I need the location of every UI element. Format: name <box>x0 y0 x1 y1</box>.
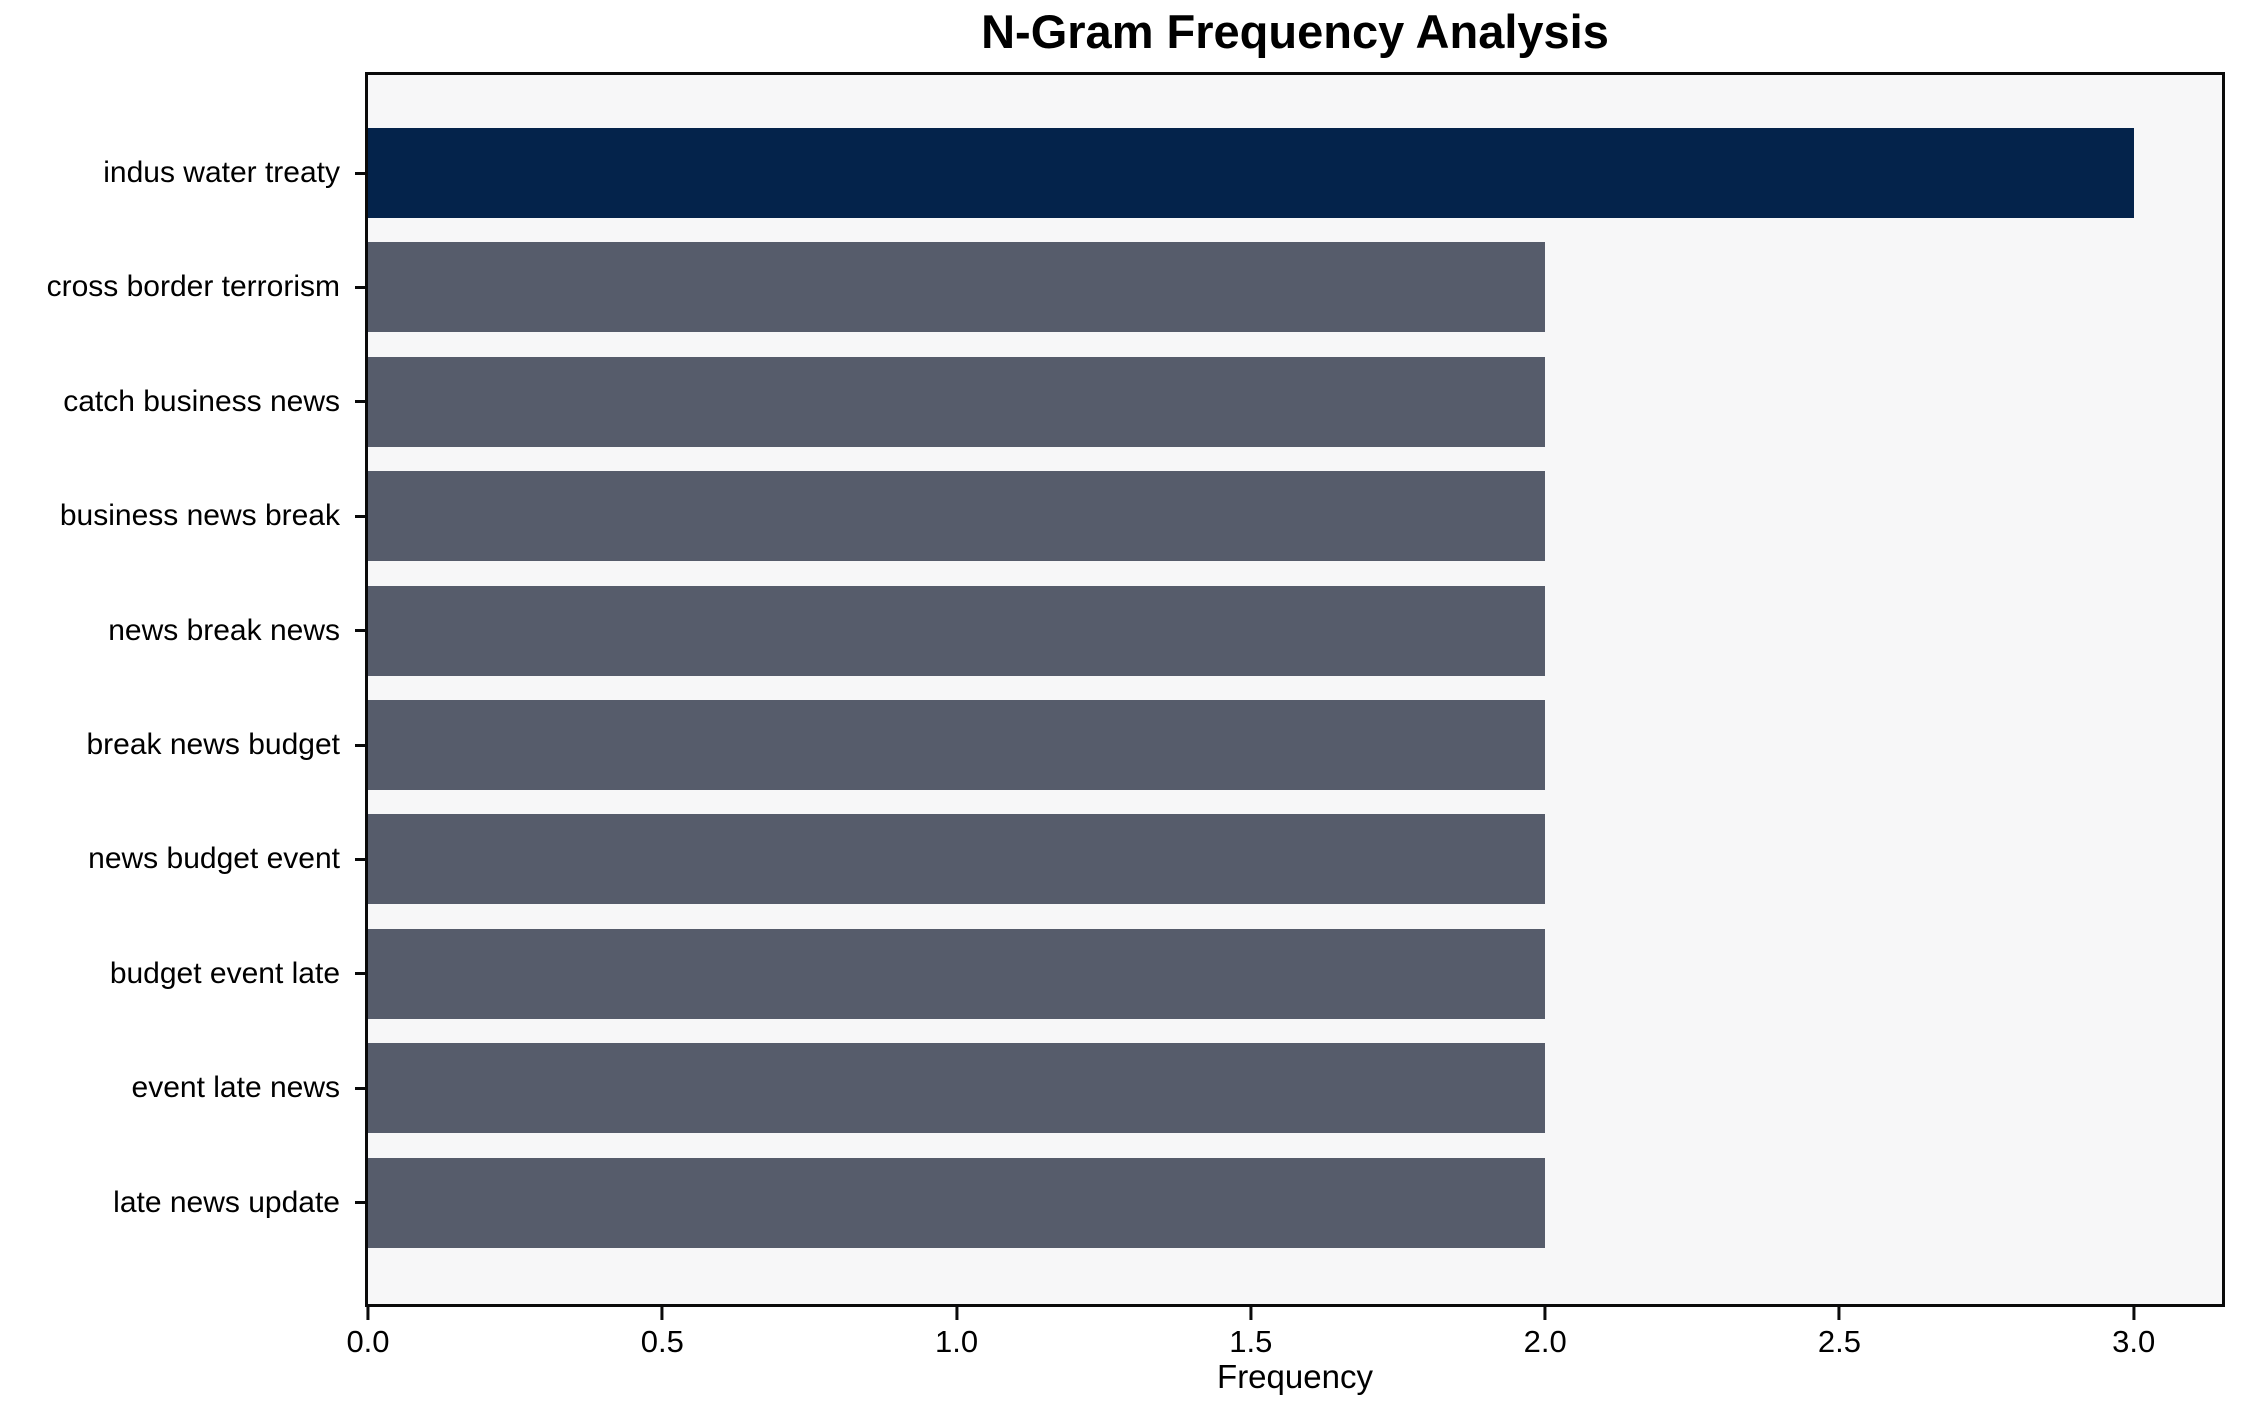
x-tick-label: 0.5 <box>640 1324 684 1359</box>
x-tick: 3.0 <box>2112 1307 2155 1360</box>
plot-area <box>365 72 2225 1307</box>
bar <box>368 356 1546 447</box>
x-tick-mark <box>660 1307 664 1320</box>
y-tick-mark <box>355 400 365 404</box>
chart-title: N-Gram Frequency Analysis <box>981 5 1609 58</box>
bar <box>368 928 1546 1019</box>
y-axis-ticks <box>355 75 365 1304</box>
bar <box>368 1043 1546 1134</box>
x-tick-label: 0.0 <box>346 1324 390 1359</box>
x-tick-mark <box>1249 1307 1253 1320</box>
y-tick-mark <box>355 1201 365 1205</box>
y-tick-mark <box>355 743 365 747</box>
x-tick-mark <box>2132 1307 2136 1320</box>
x-tick-mark <box>1543 1307 1547 1320</box>
x-tick: 0.5 <box>641 1307 684 1360</box>
x-tick: 2.5 <box>1818 1307 1861 1360</box>
x-tick: 1.5 <box>1229 1307 1272 1360</box>
bar <box>368 585 1546 676</box>
y-axis-label: budget event late <box>109 956 340 990</box>
y-axis-label: event late news <box>131 1071 340 1105</box>
y-axis-label: break news budget <box>86 728 340 761</box>
y-tick-mark <box>355 857 365 861</box>
x-tick-label: 1.0 <box>935 1324 979 1359</box>
bar <box>368 814 1546 905</box>
y-tick-mark <box>355 629 365 633</box>
bar <box>368 242 1546 333</box>
bar <box>368 1157 1546 1248</box>
y-axis-label: business news break <box>59 499 340 533</box>
x-tick: 0.0 <box>346 1307 390 1360</box>
x-tick-mark <box>366 1307 370 1320</box>
y-tick-mark <box>355 514 365 518</box>
x-tick-label: 1.5 <box>1229 1324 1273 1359</box>
y-axis-label: news break news <box>108 613 340 647</box>
x-tick-label: 2.0 <box>1523 1324 1567 1359</box>
y-axis-label: news budget event <box>88 842 340 876</box>
y-tick-mark <box>355 972 365 976</box>
y-axis-label: late news update <box>113 1185 340 1219</box>
bar <box>368 700 1546 790</box>
y-tick-mark <box>355 171 365 175</box>
x-tick: 1.0 <box>935 1307 978 1360</box>
y-axis-label: catch business news <box>63 384 340 418</box>
x-tick-label: 3.0 <box>2112 1324 2156 1359</box>
bar <box>368 471 1546 562</box>
x-tick: 2.0 <box>1524 1307 1567 1360</box>
y-axis-label: indus water treaty <box>103 156 340 189</box>
y-axis-label: cross border terrorism <box>46 270 340 304</box>
x-tick-label: 2.5 <box>1817 1324 1861 1359</box>
bar <box>368 128 2134 218</box>
x-tick-mark <box>955 1307 959 1320</box>
x-tick-mark <box>1837 1307 1841 1320</box>
y-axis-labels: indus water treaty cross border terrorism… <box>0 75 340 1304</box>
x-axis-title: Frequency <box>1217 1358 1373 1395</box>
y-tick-mark <box>355 285 365 289</box>
y-tick-mark <box>355 1086 365 1090</box>
x-axis: 0.0 0.5 1.0 1.5 2.0 2.5 3.0 <box>346 1307 2222 1407</box>
